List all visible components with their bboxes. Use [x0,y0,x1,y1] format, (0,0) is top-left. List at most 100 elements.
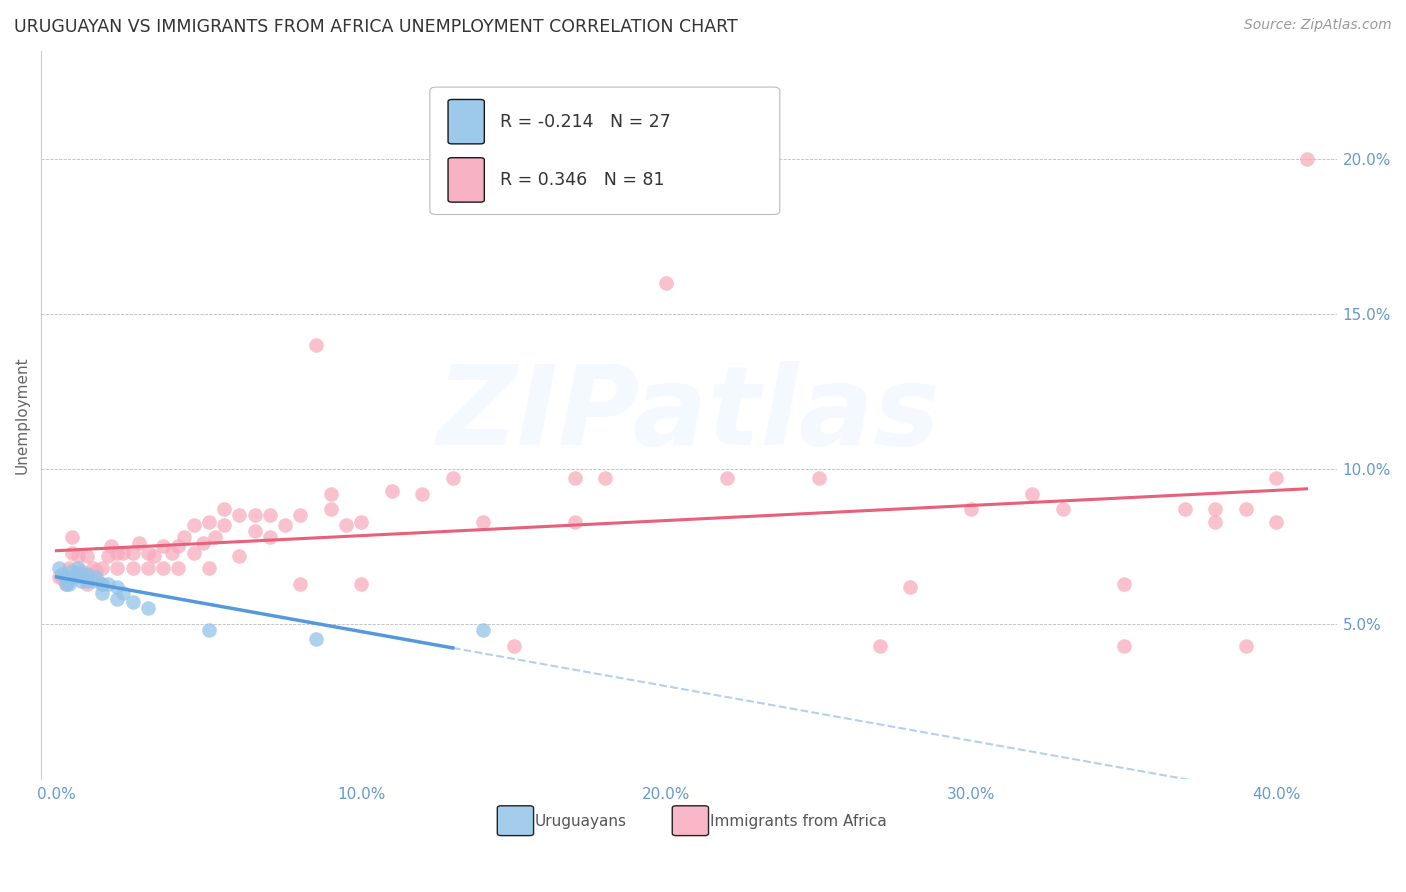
Point [212,517,235,532]
Text: Immigrants from Africa: Immigrants from Africa [710,814,887,829]
Point [655,276,678,290]
Point [593,471,616,485]
Point [319,502,342,516]
Point [502,639,524,653]
Point [55,576,77,591]
Point [869,639,891,653]
Y-axis label: Unemployment: Unemployment [15,356,30,474]
Point [198,623,221,637]
Point [472,515,495,529]
Point [304,632,326,647]
Point [472,623,495,637]
Point [243,508,266,523]
Text: Source: ZipAtlas.com: Source: ZipAtlas.com [1244,18,1392,32]
Point [1112,639,1135,653]
Text: Uruguayans: Uruguayans [534,814,627,829]
Point [152,540,174,554]
Point [807,471,830,485]
FancyBboxPatch shape [449,158,484,202]
Point [274,517,297,532]
Point [51,567,73,582]
Point [91,586,114,600]
Point [136,601,159,615]
Point [350,576,373,591]
Point [69,574,91,588]
Point [1234,639,1257,653]
Point [198,515,221,529]
Point [48,570,70,584]
Point [82,561,104,575]
Point [319,487,342,501]
Point [60,570,83,584]
Point [564,515,586,529]
Point [112,586,135,600]
Point [84,570,107,584]
Point [960,502,983,516]
Point [100,540,122,554]
Point [228,549,250,563]
Point [160,546,183,560]
Text: ZIPatlas: ZIPatlas [437,361,941,468]
Point [60,546,83,560]
Point [76,567,98,582]
Point [381,483,404,498]
Point [1265,471,1288,485]
Point [58,561,80,575]
Point [183,517,205,532]
Point [58,576,80,591]
Point [152,561,174,575]
Point [191,536,214,550]
Point [76,549,98,563]
Point [136,546,159,560]
Point [105,580,128,594]
Point [128,536,150,550]
Point [97,549,120,563]
Point [1112,576,1135,591]
Point [304,338,326,352]
Point [60,564,83,578]
Point [716,471,738,485]
Point [55,576,77,591]
Point [73,570,96,584]
Point [66,549,89,563]
Point [259,530,281,544]
Point [1204,502,1226,516]
Point [73,570,96,584]
Point [105,561,128,575]
Point [204,530,226,544]
Point [1295,152,1317,166]
Point [1265,515,1288,529]
Point [243,524,266,538]
Point [1234,502,1257,516]
FancyBboxPatch shape [449,100,484,144]
Point [136,561,159,575]
Point [411,487,433,501]
Point [105,546,128,560]
Point [76,574,98,588]
Point [82,574,104,588]
Point [259,508,281,523]
Point [63,570,86,584]
Point [112,546,135,560]
Text: R = -0.214   N = 27: R = -0.214 N = 27 [501,112,671,130]
Point [1052,502,1074,516]
Point [84,564,107,578]
Point [105,592,128,607]
Point [121,595,143,609]
Point [121,561,143,575]
Point [66,561,89,575]
Point [1204,515,1226,529]
Point [335,517,357,532]
Point [91,561,114,575]
Point [173,530,195,544]
Point [183,546,205,560]
Point [228,508,250,523]
Point [350,515,373,529]
FancyBboxPatch shape [430,87,780,214]
Point [441,471,464,485]
FancyBboxPatch shape [498,805,533,836]
Point [167,540,190,554]
Point [290,576,312,591]
Text: R = 0.346   N = 81: R = 0.346 N = 81 [501,171,665,189]
Point [55,570,77,584]
